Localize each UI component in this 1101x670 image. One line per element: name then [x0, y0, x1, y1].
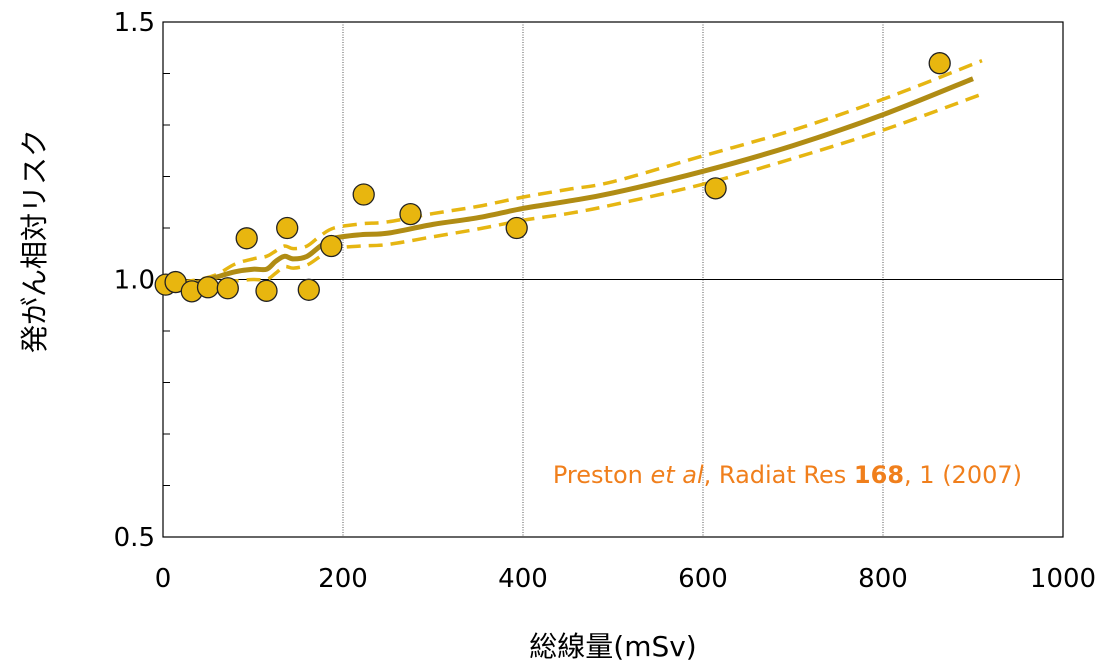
annotation-middle: , Radiat Res: [704, 461, 854, 489]
y-tick-label: 1.5: [114, 8, 155, 38]
data-point: [236, 228, 257, 249]
data-point: [256, 280, 277, 301]
data-point: [217, 278, 238, 299]
x-tick-label: 0: [155, 564, 172, 594]
y-tick-label: 1.0: [114, 266, 155, 296]
data-point: [506, 218, 527, 239]
annotation-bold: 168: [854, 461, 904, 489]
data-point: [353, 184, 374, 205]
data-point: [705, 178, 726, 199]
y-tick-labels: 0.5 1.0 1.5: [114, 8, 155, 553]
x-tick-label: 400: [498, 564, 548, 594]
data-point: [277, 218, 298, 239]
data-point: [400, 204, 421, 225]
citation-annotation: Preston et al, Radiat Res 168, 1 (2007): [553, 461, 1022, 489]
x-tick-label: 1000: [1030, 564, 1096, 594]
data-point: [929, 53, 950, 74]
data-point: [198, 277, 219, 298]
data-point: [298, 279, 319, 300]
x-tick-label: 800: [858, 564, 908, 594]
x-axis-title: 総線量(mSv): [529, 630, 696, 663]
data-point: [321, 236, 342, 257]
annotation-suffix: , 1 (2007): [904, 461, 1022, 489]
x-tick-label: 200: [318, 564, 368, 594]
y-axis-title: 発がん相対リスク: [18, 129, 51, 353]
x-tick-labels: 0 200 400 600 800 1000: [155, 564, 1096, 594]
x-tick-label: 600: [678, 564, 728, 594]
annotation-prefix: Preston: [553, 461, 651, 489]
y-tick-label: 0.5: [114, 523, 155, 553]
annotation-italic: et al: [650, 461, 704, 489]
